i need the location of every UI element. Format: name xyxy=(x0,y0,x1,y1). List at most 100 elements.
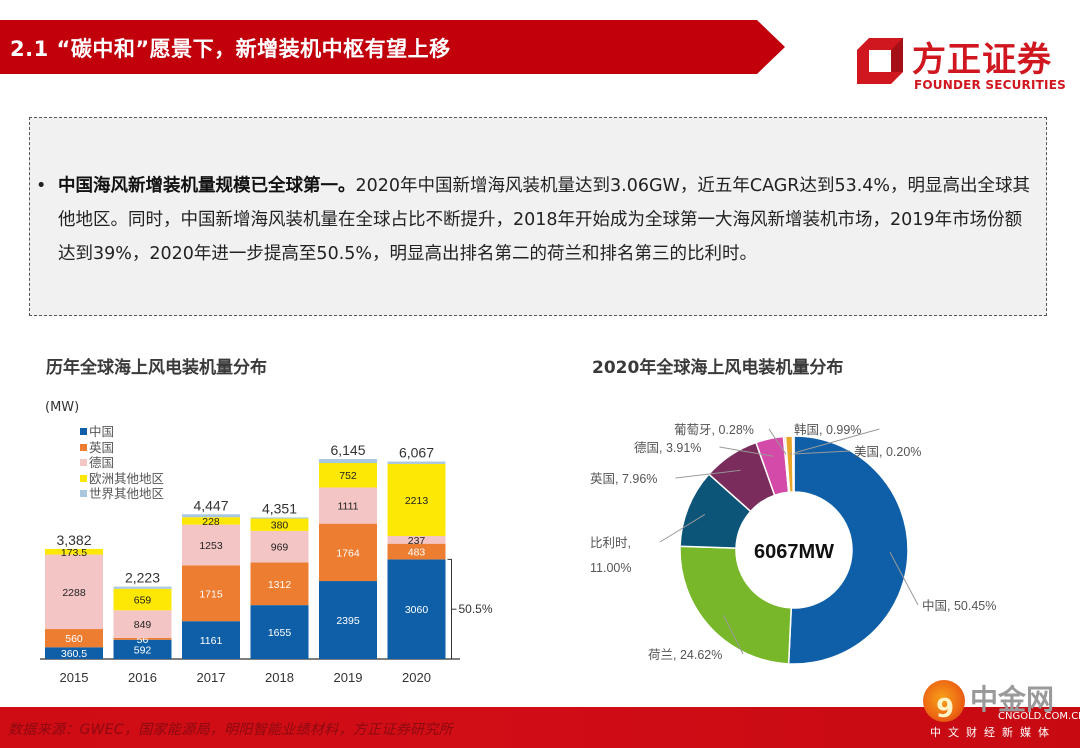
bar-data-label: 1655 xyxy=(268,627,292,639)
donut-leader-line xyxy=(789,428,880,455)
bar-data-label: 560 xyxy=(65,633,83,645)
founder-securities-logo: 方正证券 FOUNDER SECURITIES xyxy=(852,30,1066,96)
bar-total-label: 6,145 xyxy=(330,442,365,458)
donut-center-label: 6067MW xyxy=(754,541,834,563)
bar-stack-2017: 1161 1715 1253 228 xyxy=(182,514,240,659)
bar-data-label: 228 xyxy=(202,516,220,528)
watermark-url: CNGOLD.COM.CN xyxy=(998,711,1080,722)
summary-paragraph: • 中国海风新增装机量规模已全球第一。2020年中国新增海风装机量达到3.06G… xyxy=(36,169,1033,271)
bar-stack-2015: 360.5 560 2288 173.5 xyxy=(45,547,103,660)
bar-data-label: 2288 xyxy=(62,587,86,599)
donut-slice-label: 中国, 50.45% xyxy=(922,598,996,613)
bar-segment xyxy=(319,487,377,524)
share-annotation: 50.5% xyxy=(459,602,493,616)
bar-segment xyxy=(387,559,446,659)
bar-data-label: 592 xyxy=(134,644,152,656)
bar-total-label: 3,382 xyxy=(56,532,91,548)
legend-swatch xyxy=(80,474,87,482)
x-tick-label: 2016 xyxy=(128,670,157,685)
legend-swatch xyxy=(80,459,87,467)
bar-chart-title: 历年全球海上风电装机量分布 xyxy=(46,358,267,378)
bar-data-label: 237 xyxy=(408,535,426,547)
bar-segment xyxy=(45,629,103,648)
cngold-logo-icon: 9 xyxy=(923,680,965,724)
bar-data-label: 969 xyxy=(271,542,289,554)
donut-leader-line xyxy=(793,450,851,455)
bar-data-label: 849 xyxy=(134,619,152,631)
bar-segment xyxy=(319,581,377,659)
bar-segment xyxy=(250,605,309,659)
bar-data-label: 1161 xyxy=(200,635,223,647)
bar-segment xyxy=(387,461,446,464)
bar-stack-2018: 1655 1312 969 380 xyxy=(250,517,309,659)
donut-slice-label: 德国, 3.91% xyxy=(634,440,701,455)
donut-slice-label: 葡萄牙, 0.28% xyxy=(674,423,754,437)
bar-data-label: 173.5 xyxy=(61,547,87,559)
bar-segment xyxy=(182,514,240,518)
legend-label: 英国 xyxy=(89,439,115,455)
bar-data-label: 1253 xyxy=(199,540,223,552)
bar-chart-unit: (MW) xyxy=(45,400,80,415)
summary-box: • 中国海风新增装机量规模已全球第一。2020年中国新增海风装机量达到3.06G… xyxy=(29,117,1047,316)
bar-chart-legend: 中国 英国 德国 欧洲其他地区 世界其他地区 xyxy=(80,424,164,502)
bar-segment xyxy=(113,588,172,611)
bar-segment xyxy=(250,530,309,563)
bar-data-label: 2213 xyxy=(405,495,429,507)
bar-segment xyxy=(45,647,103,659)
donut-leader-line xyxy=(659,513,706,543)
bar-segment xyxy=(45,548,103,555)
bar-data-label: 483 xyxy=(408,547,426,559)
bar-segment xyxy=(319,523,377,582)
legend-label: 世界其他地区 xyxy=(89,486,165,501)
legend-item: 中国 xyxy=(80,424,164,440)
donut-leader-line xyxy=(889,552,919,606)
legend-swatch xyxy=(80,490,87,498)
donut-slice-label: 韩国, 0.99% xyxy=(794,422,861,437)
donut-slice-1 xyxy=(679,545,793,665)
bar-segment xyxy=(250,518,309,531)
bar-data-label: 659 xyxy=(134,595,152,607)
summary-body: 2020年中国新增海风装机量达到3.06GW，近五年CAGR达到53.4%，明显… xyxy=(58,176,1031,264)
bar-segment xyxy=(387,535,446,544)
x-tick-label: 2015 xyxy=(60,670,89,685)
legend-item: 世界其他地区 xyxy=(80,486,164,502)
bar-segment xyxy=(250,517,309,519)
donut-chart: 中国, 50.45% 荷兰, 24.62% 比利时, 11.00% 英国, 7.96% 德… xyxy=(590,422,996,665)
bar-data-label: 56 xyxy=(137,634,149,646)
share-bracket xyxy=(447,558,452,660)
x-tick-label: 2019 xyxy=(334,670,363,685)
bar-segment xyxy=(182,621,240,659)
bar-segment xyxy=(182,565,240,622)
donut-leader-line xyxy=(675,469,741,479)
logo-chinese-name: 方正证券 xyxy=(912,40,1052,80)
bar-data-label: 360.5 xyxy=(61,648,87,660)
legend-item: 欧洲其他地区 xyxy=(80,471,164,487)
bar-data-label: 1111 xyxy=(337,501,358,513)
bullet-point: • xyxy=(36,176,47,196)
bar-segment xyxy=(45,554,103,630)
bar-data-label: 1312 xyxy=(268,579,292,591)
summary-lead: 中国海风新增装机量规模已全球第一。 xyxy=(58,176,356,196)
donut-slice-0 xyxy=(787,435,909,665)
bar-segment xyxy=(182,524,240,566)
bar-segment xyxy=(319,463,377,488)
legend-swatch xyxy=(80,428,87,436)
donut-chart-title: 2020年全球海上风电装机量分布 xyxy=(592,358,844,378)
legend-label: 中国 xyxy=(89,424,115,439)
donut-leader-line xyxy=(723,614,744,655)
donut-slice-label: 比利时, 11.00% xyxy=(590,536,631,575)
bar-segment xyxy=(113,637,172,640)
bar-segment xyxy=(113,610,172,638)
bar-data-label: 2395 xyxy=(336,615,360,627)
bar-segment xyxy=(182,517,240,525)
cngold-watermark: 9 中金网 CNGOLD.COM.CN 中文财经新媒体 xyxy=(920,672,1080,748)
bar-data-label: 752 xyxy=(339,470,357,482)
x-tick-label: 2018 xyxy=(265,670,294,685)
legend-label: 欧洲其他地区 xyxy=(89,470,165,486)
logo-english-name: FOUNDER SECURITIES xyxy=(914,78,1066,92)
donut-slice-label: 美国, 0.20% xyxy=(854,445,921,459)
bar-data-label: 1764 xyxy=(336,547,360,559)
watermark-name: 中金网 xyxy=(970,683,1055,716)
bar-data-label: 1715 xyxy=(199,588,223,600)
